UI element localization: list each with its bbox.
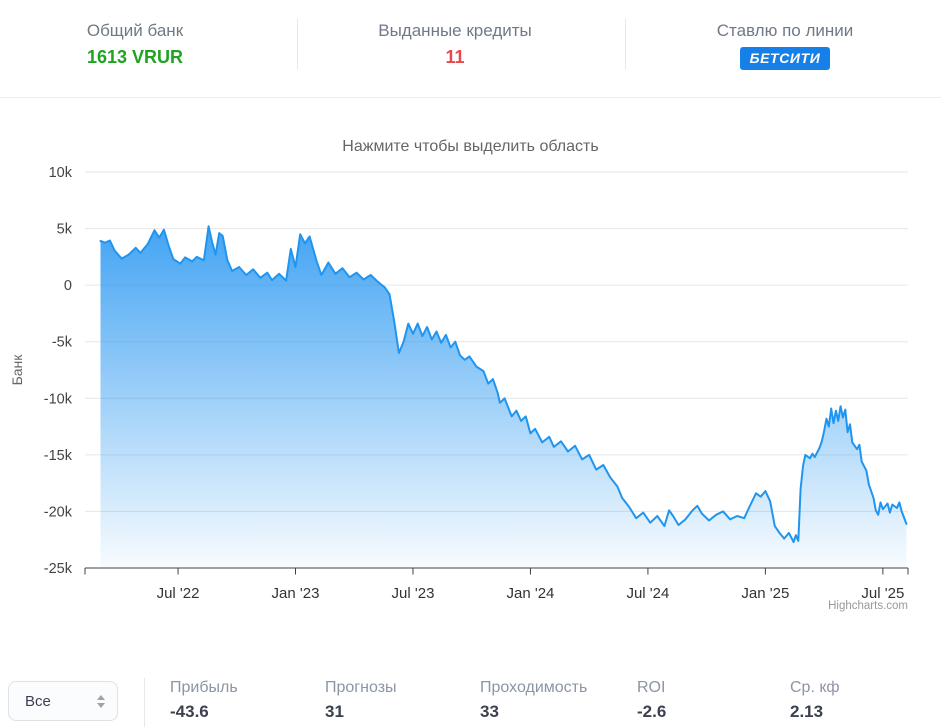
profit-stat: Прибыль -43.6 bbox=[170, 678, 238, 723]
y-tick-label: -10k bbox=[44, 391, 73, 407]
y-tick-label: -5k bbox=[52, 335, 73, 351]
x-tick-label: Jul '22 bbox=[157, 585, 200, 602]
y-axis-title: Банк bbox=[9, 354, 25, 386]
forecasts-value: 31 bbox=[325, 702, 344, 721]
issued-credits-label: Выданные кредиты bbox=[378, 21, 532, 40]
footer-stats-bar: Все Прибыль -43.6 Прогнозы 31 Проходимос… bbox=[0, 655, 941, 727]
y-tick-label: 10k bbox=[49, 165, 73, 181]
x-tick-label: Jul '23 bbox=[392, 585, 435, 602]
betting-line-label: Ставлю по линии bbox=[716, 21, 854, 40]
forecasts-stat: Прогнозы 31 bbox=[325, 678, 397, 723]
footer-divider bbox=[144, 678, 145, 727]
header-divider bbox=[297, 18, 298, 70]
total-bank-label: Общий банк bbox=[86, 21, 184, 40]
y-tick-label: -25k bbox=[44, 561, 73, 577]
profit-label: Прибыль bbox=[170, 679, 238, 696]
avg-odds-value: 2.13 bbox=[790, 702, 824, 721]
x-axis-labels: Jul '22 Jan '23 Jul '23 Jan '24 Jul '24 Jan '… bbox=[157, 585, 905, 602]
roi-value: -2.6 bbox=[637, 702, 667, 721]
y-axis-labels: 10k 5k 0 -5k -10k -15k -20k -25k bbox=[44, 165, 73, 577]
y-tick-label: -20k bbox=[44, 504, 73, 520]
x-tick-label: Jan '25 bbox=[741, 585, 789, 602]
profit-value: -43.6 bbox=[170, 702, 209, 721]
x-tick-label: Jan '24 bbox=[506, 585, 554, 602]
roi-stat: ROI -2.6 bbox=[637, 678, 666, 723]
total-bank-value: 1613 VRUR bbox=[86, 47, 184, 67]
x-tick-label: Jan '23 bbox=[272, 585, 320, 602]
select-arrows-icon bbox=[97, 694, 105, 708]
period-select[interactable]: Все bbox=[8, 681, 118, 721]
avg-odds-label: Ср. кф bbox=[790, 679, 840, 696]
bank-area-series bbox=[100, 226, 907, 569]
total-bank-stat: Общий банк 1613 VRUR bbox=[25, 20, 245, 70]
y-tick-label: 5k bbox=[57, 222, 73, 238]
y-tick-label: 0 bbox=[64, 278, 72, 294]
header: Общий банк 1613 VRUR Выданные кредиты 11… bbox=[0, 0, 941, 98]
y-tick-label: -15k bbox=[44, 448, 73, 464]
bank-line-series bbox=[99, 225, 908, 543]
chart-title: Нажмите чтобы выделить область bbox=[342, 138, 599, 155]
avg-odds-stat: Ср. кф 2.13 bbox=[790, 678, 840, 723]
forecasts-label: Прогнозы bbox=[325, 679, 397, 696]
issued-credits-value: 11 bbox=[445, 47, 465, 67]
x-axis bbox=[84, 567, 909, 575]
passrate-value: 33 bbox=[480, 702, 499, 721]
x-tick-label: Jul '24 bbox=[626, 585, 669, 602]
issued-credits-stat: Выданные кредиты 11 bbox=[345, 20, 565, 70]
header-divider bbox=[625, 18, 626, 70]
betting-line-stat: Ставлю по линии БЕТСИТИ bbox=[675, 20, 895, 70]
x-tick-label: Jul '25 bbox=[861, 585, 904, 602]
bookmaker-badge-wrap: БЕТСИТИ bbox=[675, 44, 895, 70]
passrate-stat: Проходимость 33 bbox=[480, 678, 587, 723]
roi-label: ROI bbox=[637, 679, 666, 696]
period-select-value: Все bbox=[25, 692, 51, 710]
passrate-label: Проходимость bbox=[480, 679, 588, 696]
betcity-badge[interactable]: БЕТСИТИ bbox=[739, 47, 831, 70]
highcharts-credits[interactable]: Highcharts.com bbox=[828, 600, 908, 612]
